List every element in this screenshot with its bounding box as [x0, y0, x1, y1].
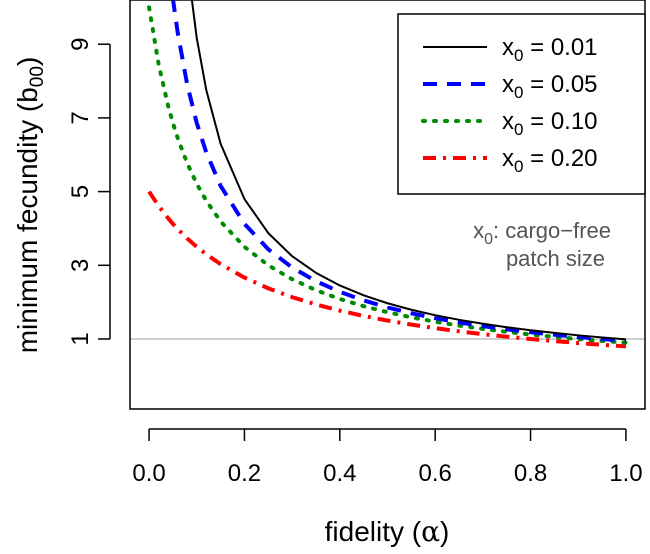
x-tick-label: 0.0: [132, 460, 165, 487]
series-line-3: [147, 190, 627, 349]
x-axis-title-symbol: α: [421, 515, 440, 548]
y-tick-label: 5: [67, 185, 94, 198]
y-tick-label: 3: [67, 259, 94, 272]
y-axis-title: minimum fecundity (b00): [12, 57, 48, 354]
legend-entry: x0 = 0.01: [423, 34, 598, 65]
x-tick-label: 0.6: [418, 460, 451, 487]
legend-entry: x0 = 0.10: [421, 108, 598, 139]
series-line-2: [147, 5, 628, 345]
x-tick-label: 1.0: [609, 460, 642, 487]
x-tick-label: 0.4: [323, 460, 356, 487]
annotation-cargo-free: x0: cargo−free patch size: [473, 218, 611, 271]
legend-label: x0 = 0.05: [502, 71, 598, 102]
y-tick-label: 9: [67, 38, 94, 51]
y-axis-title-sub: 00: [27, 66, 48, 87]
x-axis-title: fidelity (α): [325, 515, 450, 548]
annotation-line-2: patch size: [506, 246, 605, 271]
x-tick-label: 0.2: [228, 460, 261, 487]
x-axis: 0.0 0.2 0.4 0.6 0.8 1.0: [132, 428, 643, 487]
legend-label: x0 = 0.01: [502, 34, 598, 65]
legend-entry: x0 = 0.05: [423, 71, 598, 102]
y-axis: 1 3 5 7 9: [67, 38, 111, 346]
legend-entry: x0 = 0.20: [423, 145, 598, 176]
legend-label: x0 = 0.10: [502, 108, 598, 139]
legend-box: [397, 13, 646, 195]
series-line-0: [190, 0, 627, 341]
plot-frame: [129, 0, 646, 410]
y-tick-label: 1: [67, 332, 94, 345]
series-line-1: [171, 0, 627, 343]
legend-label: x0 = 0.20: [502, 145, 598, 176]
annotation-line-1: x0: cargo−free: [473, 218, 611, 248]
curves: [147, 0, 628, 349]
y-tick-label: 7: [67, 111, 94, 124]
x-tick-label: 0.8: [514, 460, 547, 487]
legend: x0 = 0.01 x0 = 0.05 x0 = 0.10 x0 = 0.20: [397, 13, 646, 195]
